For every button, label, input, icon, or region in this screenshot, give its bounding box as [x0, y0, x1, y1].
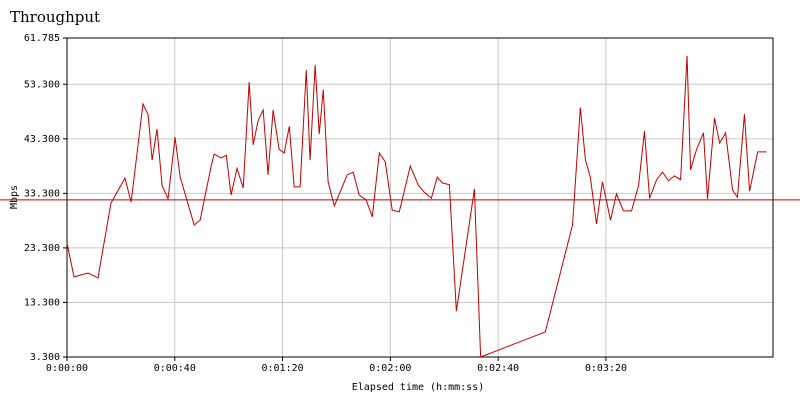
data-line — [66, 55, 767, 358]
y-tick-label: 33.300 — [24, 188, 60, 199]
x-tick-label: 0:00:40 — [154, 363, 196, 374]
y-tick-label: 61.785 — [24, 33, 60, 44]
y-tick-label: 23.300 — [24, 243, 60, 254]
y-tick-label: 53.300 — [24, 79, 60, 90]
x-tick-label: 0:02:40 — [477, 363, 519, 374]
y-tick-label: 3.300 — [30, 352, 60, 363]
x-tick-label: 0:03:20 — [585, 363, 627, 374]
chart-title: Throughput — [10, 8, 100, 26]
x-axis-label: Elapsed time (h:mm:ss) — [352, 382, 484, 393]
x-tick-label: 0:01:20 — [261, 363, 303, 374]
y-tick-label: 43.300 — [24, 134, 60, 145]
x-tick-label: 0:02:00 — [369, 363, 411, 374]
y-tick-label: 13.300 — [24, 297, 60, 308]
x-tick-label: 0:00:00 — [46, 363, 88, 374]
plot-frame — [66, 37, 774, 358]
y-axis-label: Mbps — [9, 185, 20, 209]
